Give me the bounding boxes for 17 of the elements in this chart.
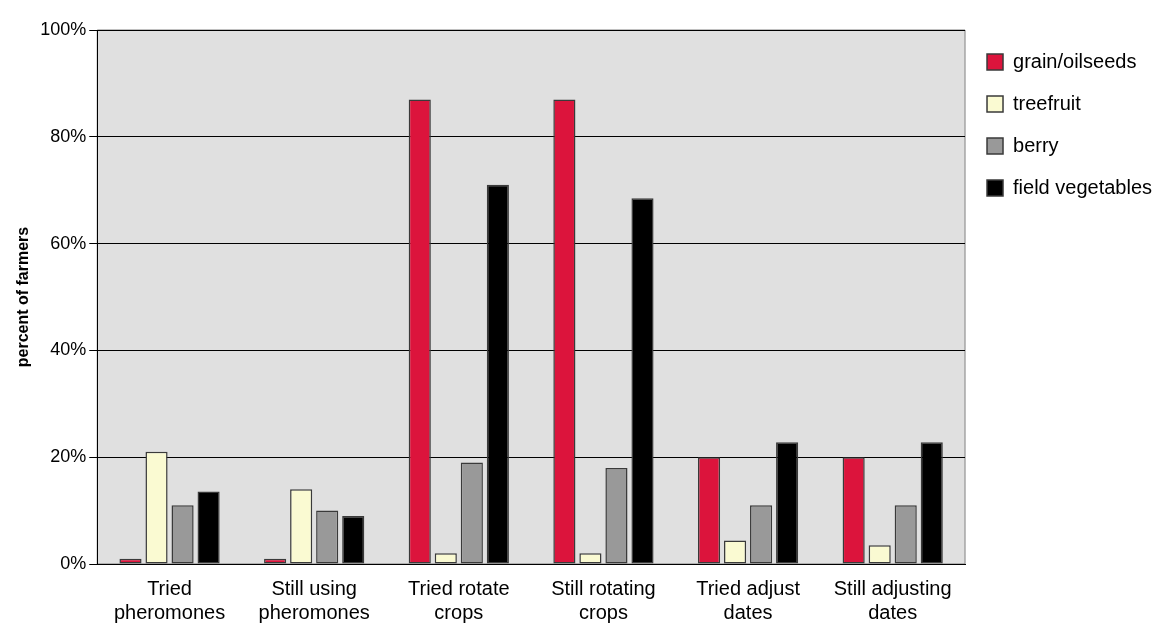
x-tick-label: Tried adjust dates bbox=[696, 576, 801, 623]
y-tick-label: 60% bbox=[50, 232, 87, 253]
x-tick-label: Still adjusting dates bbox=[833, 576, 952, 623]
legend-label: berry bbox=[1013, 133, 1059, 156]
y-tick-label: 80% bbox=[50, 125, 87, 146]
y-tick-label: 100% bbox=[40, 18, 87, 39]
x-tick-label: Still using pheromones bbox=[258, 576, 370, 623]
legend-label: treefruit bbox=[1013, 91, 1082, 114]
y-tick-label: 40% bbox=[50, 339, 87, 360]
y-tick-label: 0% bbox=[60, 552, 87, 573]
legend-label: grain/oilseeds bbox=[1013, 49, 1137, 72]
y-tick-label: 20% bbox=[50, 446, 87, 467]
x-tick-label: Tried pheromones bbox=[113, 576, 226, 623]
legend-label: field vegetables bbox=[1013, 175, 1152, 198]
x-tick-label: Still rotating crops bbox=[551, 576, 656, 623]
y-axis-title: percent of farmers bbox=[14, 226, 32, 368]
x-tick-label: Tried rotate crops bbox=[408, 576, 510, 623]
